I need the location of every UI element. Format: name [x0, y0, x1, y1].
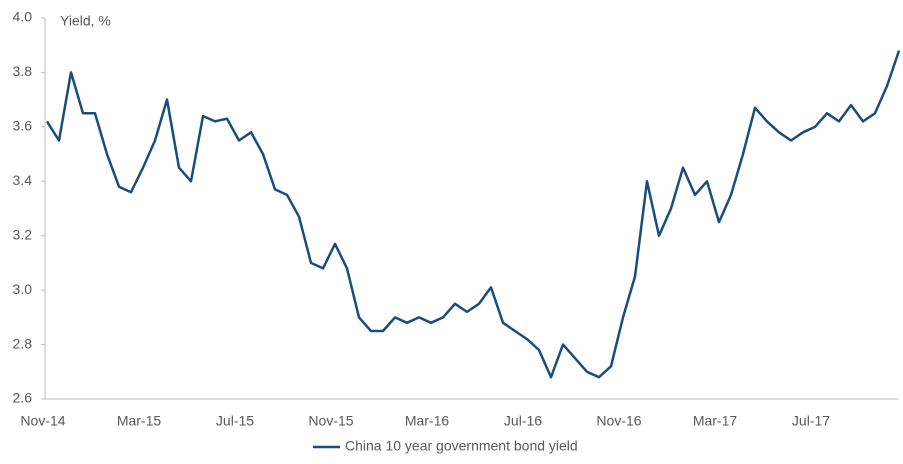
x-tick-label: Nov-16 — [596, 413, 641, 429]
x-tick-label: Nov-15 — [308, 413, 353, 429]
x-tick-label: Mar-16 — [405, 413, 450, 429]
y-axis-label: Yield, % — [60, 13, 111, 29]
line-series — [45, 50, 901, 379]
x-tick-label: Mar-17 — [693, 413, 738, 429]
y-tick-label: 3.2 — [13, 226, 33, 242]
y-tick-label: 3.0 — [13, 281, 33, 297]
y-tick-label: 3.6 — [13, 118, 33, 134]
legend-label: China 10 year government bond yield — [345, 438, 578, 454]
x-tick-label: Jul-15 — [216, 413, 254, 429]
y-tick-label: 2.8 — [13, 335, 33, 351]
x-tick-label: Jul-16 — [504, 413, 542, 429]
x-tick-label: Mar-15 — [117, 413, 162, 429]
x-tick-label: Nov-14 — [20, 413, 65, 429]
y-tick-label: 3.4 — [13, 172, 33, 188]
y-tick-label: 4.0 — [13, 9, 33, 25]
y-tick-label: 2.6 — [13, 390, 33, 406]
x-tick-label: Jul-17 — [792, 413, 830, 429]
y-tick-label: 3.8 — [13, 63, 33, 79]
